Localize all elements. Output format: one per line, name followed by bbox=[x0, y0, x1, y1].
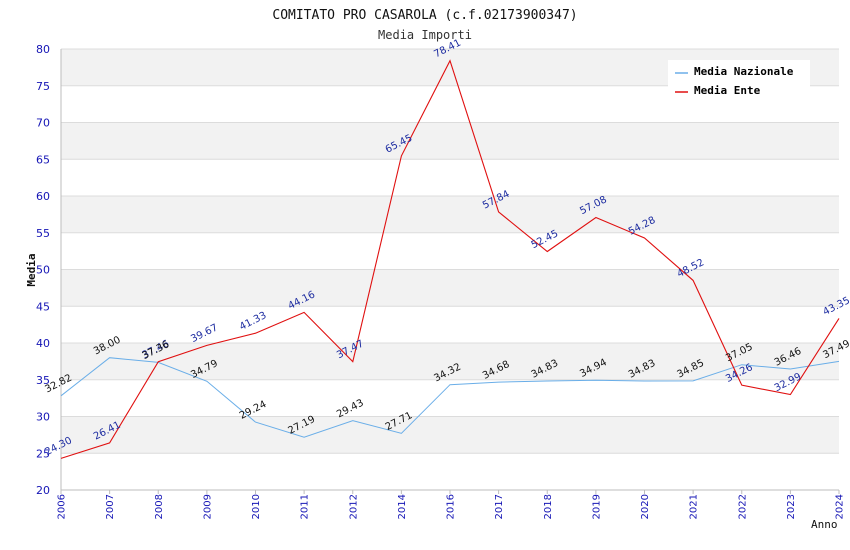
y-tick-label: 55 bbox=[36, 227, 50, 240]
y-tick-label: 20 bbox=[36, 484, 50, 497]
chart-title: COMITATO PRO CASAROLA (c.f.02173900347) bbox=[272, 8, 577, 23]
y-tick-label: 40 bbox=[36, 337, 50, 350]
chart-subtitle: Media Importi bbox=[378, 28, 472, 42]
y-tick-label: 45 bbox=[36, 300, 50, 313]
grid-band bbox=[61, 196, 839, 233]
x-tick-label: 2016 bbox=[446, 494, 457, 519]
series-lines bbox=[60, 59, 840, 459]
grid-band bbox=[61, 343, 839, 380]
x-tick-label: 2024 bbox=[835, 494, 846, 519]
x-tick-label: 2006 bbox=[57, 494, 68, 519]
y-tick-label: 75 bbox=[36, 80, 50, 93]
x-axis-ticks: 2006 2007 2008 2009 2010 2011 2012 2014 2016 2017… bbox=[57, 490, 846, 519]
legend-box bbox=[668, 60, 810, 102]
y-axis-ticks: 20 25 30 35 40 45 50 55 60 65 70 75 80 bbox=[36, 43, 50, 497]
y-axis-label: Media bbox=[25, 253, 38, 286]
x-tick-label: 2019 bbox=[591, 494, 602, 519]
y-tick-label: 60 bbox=[36, 190, 50, 203]
y-tick-label: 25 bbox=[36, 447, 50, 460]
plot-bands bbox=[61, 49, 839, 454]
x-tick-label: 2008 bbox=[154, 494, 165, 519]
x-tick-label: 2010 bbox=[251, 494, 262, 519]
y-tick-label: 80 bbox=[36, 43, 50, 56]
y-tick-label: 35 bbox=[36, 374, 50, 387]
y-tick-label: 70 bbox=[36, 117, 50, 130]
legend-label-media-nazionale: Media Nazionale bbox=[694, 65, 794, 78]
x-tick-label: 2021 bbox=[689, 494, 700, 519]
grid-band bbox=[61, 269, 839, 307]
series-line-media-nazionale bbox=[60, 357, 840, 438]
data-label: 39.67 bbox=[189, 322, 220, 345]
gridlines bbox=[61, 48, 839, 491]
x-tick-label: 2007 bbox=[105, 494, 116, 519]
x-tick-label: 2009 bbox=[202, 494, 213, 519]
x-tick-label: 2018 bbox=[543, 494, 554, 519]
x-tick-label: 2022 bbox=[737, 494, 748, 519]
x-tick-label: 2011 bbox=[300, 494, 311, 519]
legend: Media Nazionale Media Ente bbox=[668, 60, 810, 102]
x-tick-label: 2014 bbox=[397, 494, 408, 519]
grid-band bbox=[61, 416, 839, 454]
series-line-media-ente bbox=[60, 59, 840, 459]
legend-label-media-ente: Media Ente bbox=[694, 84, 761, 97]
x-tick-label: 2012 bbox=[348, 494, 359, 519]
y-tick-label: 65 bbox=[36, 153, 50, 166]
x-axis-label: Anno bbox=[811, 518, 838, 531]
x-tick-label: 2017 bbox=[494, 494, 505, 519]
grid-band bbox=[61, 122, 839, 160]
y-tick-label: 30 bbox=[36, 411, 50, 424]
y-tick-label: 50 bbox=[36, 264, 50, 277]
x-tick-label: 2020 bbox=[640, 494, 651, 519]
x-tick-label: 2023 bbox=[786, 494, 797, 519]
